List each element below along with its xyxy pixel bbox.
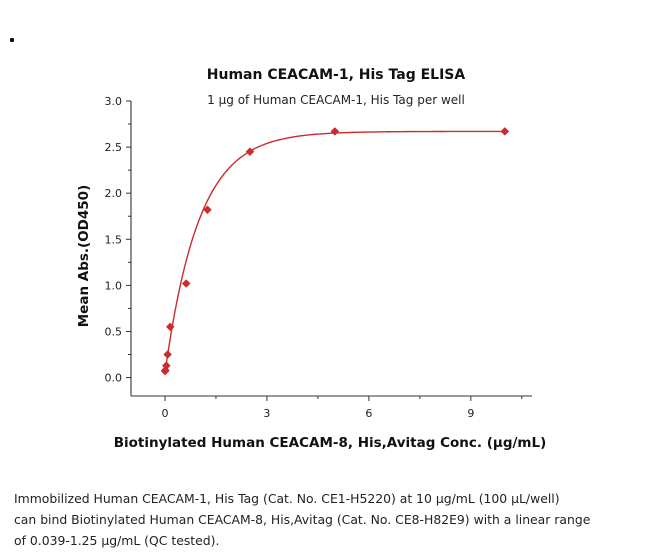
fit-curve-layer [164, 130, 505, 373]
y-tick-label: 1.5 [105, 233, 123, 246]
caption-line-3: of 0.039-1.25 μg/mL (QC tested). [14, 533, 220, 548]
elisa-chart: Human CEACAM-1, His Tag ELISA 1 μg of Hu… [76, 67, 547, 451]
x-tick-label: 6 [365, 407, 372, 420]
chart-axes [130, 101, 532, 397]
bullet-dot [10, 38, 14, 42]
y-tick-label: 0.0 [105, 372, 123, 385]
data-point [330, 127, 340, 136]
y-tick-label: 1.0 [105, 279, 123, 292]
data-point [165, 322, 175, 332]
y-axis-ticks: 0.0 0.5 1.0 1.5 2.0 2.5 3.0 [105, 95, 131, 385]
chart-subtitle: 1 μg of Human CEACAM-1, His Tag per well [207, 93, 465, 107]
x-tick-label: 9 [467, 407, 474, 420]
data-point [500, 127, 510, 136]
y-tick-label: 0.5 [105, 325, 123, 338]
figure-caption: Immobilized Human CEACAM-1, His Tag (Cat… [14, 488, 640, 551]
data-point [245, 147, 255, 157]
caption-line-2: can bind Biotinylated Human CEACAM-8, Hi… [14, 512, 591, 527]
data-point [181, 279, 191, 288]
data-points-layer [160, 127, 510, 376]
y-tick-label: 2.5 [105, 141, 123, 154]
data-point [203, 205, 212, 215]
x-tick-label: 3 [263, 407, 270, 420]
data-point [161, 361, 171, 370]
chart-title: Human CEACAM-1, His Tag ELISA [207, 67, 466, 83]
fit-curve [164, 130, 505, 373]
x-axis-ticks: 0 3 6 9 [161, 396, 523, 420]
x-tick-label: 0 [161, 407, 168, 420]
caption-line-1: Immobilized Human CEACAM-1, His Tag (Cat… [14, 491, 560, 506]
x-axis-label: Biotinylated Human CEACAM-8, His,Avitag … [114, 435, 547, 451]
data-point [163, 350, 172, 359]
y-tick-label: 3.0 [105, 95, 123, 108]
y-tick-label: 2.0 [105, 187, 123, 200]
y-axis-label: Mean Abs.(OD450) [76, 185, 92, 328]
